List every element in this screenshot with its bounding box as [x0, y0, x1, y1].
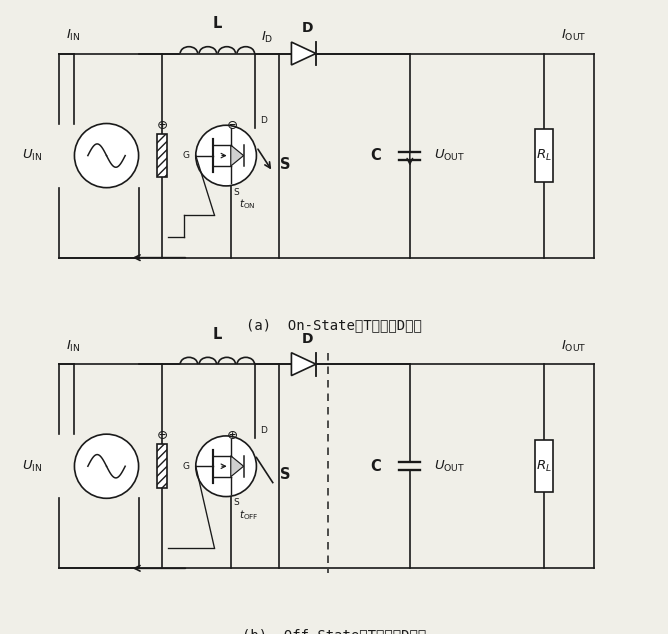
Text: D: D — [302, 21, 313, 35]
Text: S: S — [234, 498, 239, 507]
Text: $I_\mathrm{IN}$: $I_\mathrm{IN}$ — [65, 339, 80, 354]
Polygon shape — [230, 456, 244, 477]
Circle shape — [196, 126, 257, 186]
Text: $R_L$: $R_L$ — [536, 458, 552, 474]
Text: $I_\mathrm{OUT}$: $I_\mathrm{OUT}$ — [561, 28, 587, 43]
Circle shape — [196, 436, 257, 496]
Text: $t_\mathrm{ON}$: $t_\mathrm{ON}$ — [239, 197, 255, 211]
Text: $I_\mathrm{D}$: $I_\mathrm{D}$ — [261, 30, 273, 45]
Text: (b)  Off-State；T截止，D导通: (b) Off-State；T截止，D导通 — [242, 628, 426, 634]
Bar — [157, 134, 167, 178]
Text: $I_\mathrm{OUT}$: $I_\mathrm{OUT}$ — [561, 339, 587, 354]
Text: $U_\mathrm{IN}$: $U_\mathrm{IN}$ — [22, 148, 42, 163]
Text: D: D — [302, 332, 313, 346]
Circle shape — [74, 434, 138, 498]
Polygon shape — [230, 145, 244, 166]
Text: $\oplus$: $\oplus$ — [226, 429, 238, 443]
Text: $t_\mathrm{OFF}$: $t_\mathrm{OFF}$ — [239, 508, 259, 522]
Text: C: C — [370, 148, 381, 163]
Circle shape — [74, 124, 138, 188]
Text: (a)  On-State；T导通，D截止: (a) On-State；T导通，D截止 — [246, 318, 422, 332]
Text: G: G — [183, 151, 190, 160]
Text: $R_L$: $R_L$ — [536, 148, 552, 163]
Text: $U_\mathrm{OUT}$: $U_\mathrm{OUT}$ — [434, 458, 466, 474]
Bar — [157, 444, 167, 488]
Bar — [534, 440, 553, 493]
Text: $\oplus$: $\oplus$ — [156, 119, 168, 132]
Text: $U_\mathrm{OUT}$: $U_\mathrm{OUT}$ — [434, 148, 466, 163]
Text: S: S — [281, 157, 291, 172]
Text: D: D — [260, 116, 267, 125]
Text: $U_\mathrm{IN}$: $U_\mathrm{IN}$ — [22, 458, 42, 474]
Text: $\ominus$: $\ominus$ — [156, 429, 168, 443]
Polygon shape — [291, 353, 316, 375]
Text: D: D — [260, 427, 267, 436]
Text: S: S — [234, 188, 239, 197]
Text: C: C — [370, 459, 381, 474]
Polygon shape — [291, 42, 316, 65]
Text: L: L — [212, 327, 222, 342]
Text: S: S — [281, 467, 291, 482]
Text: $\ominus$: $\ominus$ — [226, 119, 238, 132]
Text: $I_\mathrm{IN}$: $I_\mathrm{IN}$ — [65, 28, 80, 43]
Text: L: L — [212, 16, 222, 31]
Bar — [534, 129, 553, 182]
Text: G: G — [183, 462, 190, 470]
